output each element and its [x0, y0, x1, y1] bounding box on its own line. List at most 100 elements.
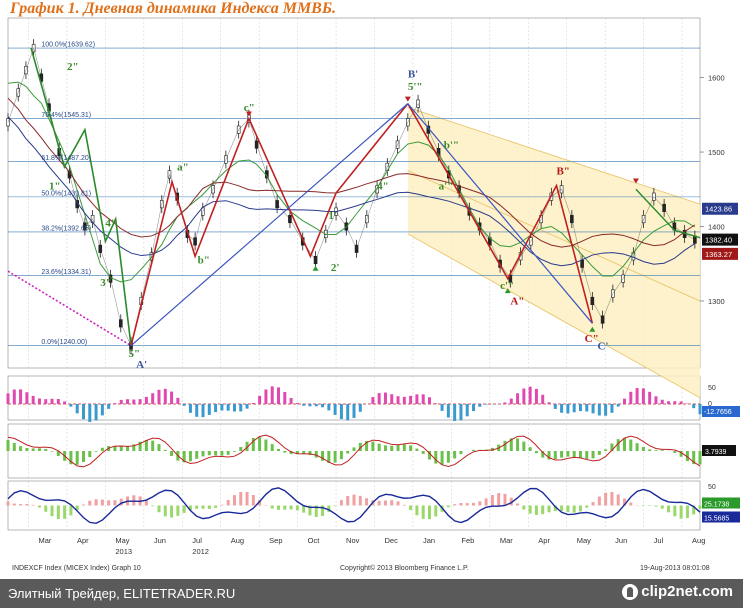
histogram-bar: [19, 504, 23, 506]
histogram-bar: [132, 399, 136, 404]
histogram-bar: [81, 404, 85, 420]
histogram-bar: [472, 449, 476, 451]
fib-level-label: 0.0%(1240.00): [41, 339, 87, 346]
histogram-bar: [377, 393, 381, 404]
signal-marker: [312, 265, 319, 271]
histogram-bar: [188, 404, 192, 413]
histogram-bar: [321, 404, 325, 408]
histogram-bar: [459, 451, 463, 455]
histogram-bar: [692, 505, 696, 515]
signal-marker: [632, 178, 639, 184]
histogram-bar: [503, 440, 507, 451]
indicator-axis-label: 50: [708, 484, 716, 491]
histogram-bar: [648, 391, 652, 404]
histogram-bar: [440, 404, 444, 411]
histogram-bar: [113, 446, 117, 451]
histogram-bar: [692, 451, 696, 465]
indicator-axis-label: 50: [708, 385, 716, 392]
histogram-bar: [157, 505, 161, 513]
histogram-bar: [176, 505, 180, 516]
histogram-bar: [679, 451, 683, 457]
histogram-bar: [585, 505, 589, 508]
x-tick-label: Mar: [39, 536, 52, 545]
histogram-bar: [352, 494, 356, 506]
wave-label: B": [556, 165, 569, 177]
histogram-bar: [327, 505, 331, 513]
histogram-bar: [465, 404, 469, 417]
histogram-bar: [484, 498, 488, 506]
histogram-bar: [440, 451, 444, 465]
histogram-bar: [44, 399, 48, 404]
histogram-bar: [12, 443, 16, 451]
histogram-bar: [654, 450, 658, 451]
histogram-bar: [182, 404, 186, 406]
histogram-bar: [302, 404, 306, 406]
histogram-bar: [56, 398, 60, 404]
histogram-bar: [126, 446, 130, 451]
channel-fill: [407, 107, 700, 398]
histogram-bar: [69, 505, 73, 516]
histogram-bar: [100, 404, 104, 416]
histogram-bar: [182, 505, 186, 513]
y-tick-label: 1400: [708, 223, 725, 232]
histogram-bar: [151, 393, 155, 404]
histogram-bar: [623, 498, 627, 506]
histogram-bar: [314, 404, 318, 407]
histogram-bar: [572, 451, 576, 457]
histogram-bar: [75, 505, 79, 510]
histogram-bar: [308, 505, 312, 516]
histogram-bar: [383, 445, 387, 451]
histogram-bar: [522, 388, 526, 404]
histogram-bar: [528, 447, 532, 451]
histogram-bar: [415, 394, 419, 404]
histogram-bar: [283, 391, 287, 404]
histogram-bar: [390, 445, 394, 451]
histogram-bar: [94, 499, 98, 506]
signal-marker: [504, 288, 511, 294]
price-tag: [702, 233, 738, 246]
histogram-bar: [258, 500, 262, 506]
histogram-bar: [113, 500, 117, 506]
x-tick-label: May: [115, 536, 129, 545]
histogram-bar: [358, 404, 362, 412]
histogram-bar: [427, 451, 431, 460]
histogram-bar: [604, 492, 608, 506]
histogram-bar: [597, 496, 601, 506]
histogram-bar: [333, 505, 337, 507]
histogram-bar: [207, 404, 211, 415]
wave-label: A': [136, 359, 147, 371]
histogram-bar: [12, 389, 16, 404]
histogram-bar: [534, 505, 538, 516]
fib-level-label: 50.0%(1439.81): [41, 190, 91, 197]
histogram-bar: [421, 451, 425, 454]
histogram-bar: [6, 439, 10, 451]
histogram-bar: [660, 399, 664, 404]
histogram-bar: [50, 451, 54, 452]
source-center: Copyright© 2013 Bloomberg Finance L.P.: [340, 565, 469, 572]
histogram-bar: [541, 394, 545, 404]
histogram-bar: [245, 404, 249, 409]
histogram-bar: [453, 451, 457, 459]
y-tick-label: 1600: [708, 74, 725, 83]
histogram-bar: [308, 404, 312, 407]
histogram-bar: [170, 451, 174, 456]
fib-level-label: 61.8%(1487.20): [41, 155, 91, 162]
histogram-bar: [616, 494, 620, 506]
histogram-bar: [289, 505, 293, 510]
histogram-bar: [390, 500, 394, 506]
histogram-bar: [629, 391, 633, 404]
wave-label: a'": [439, 180, 454, 192]
histogram-bar: [472, 502, 476, 506]
histogram-bar: [352, 447, 356, 451]
histogram-bar: [446, 451, 450, 463]
histogram-bar: [616, 404, 620, 407]
indicator-tag: [702, 497, 740, 509]
histogram-bar: [144, 396, 148, 404]
histogram-bar: [365, 498, 369, 506]
wave-label: 4": [377, 180, 389, 192]
wave-label: 1': [328, 210, 337, 222]
histogram-bar: [339, 451, 343, 460]
histogram-bar: [314, 451, 318, 458]
histogram-bar: [371, 397, 375, 404]
histogram-bar: [434, 403, 438, 404]
